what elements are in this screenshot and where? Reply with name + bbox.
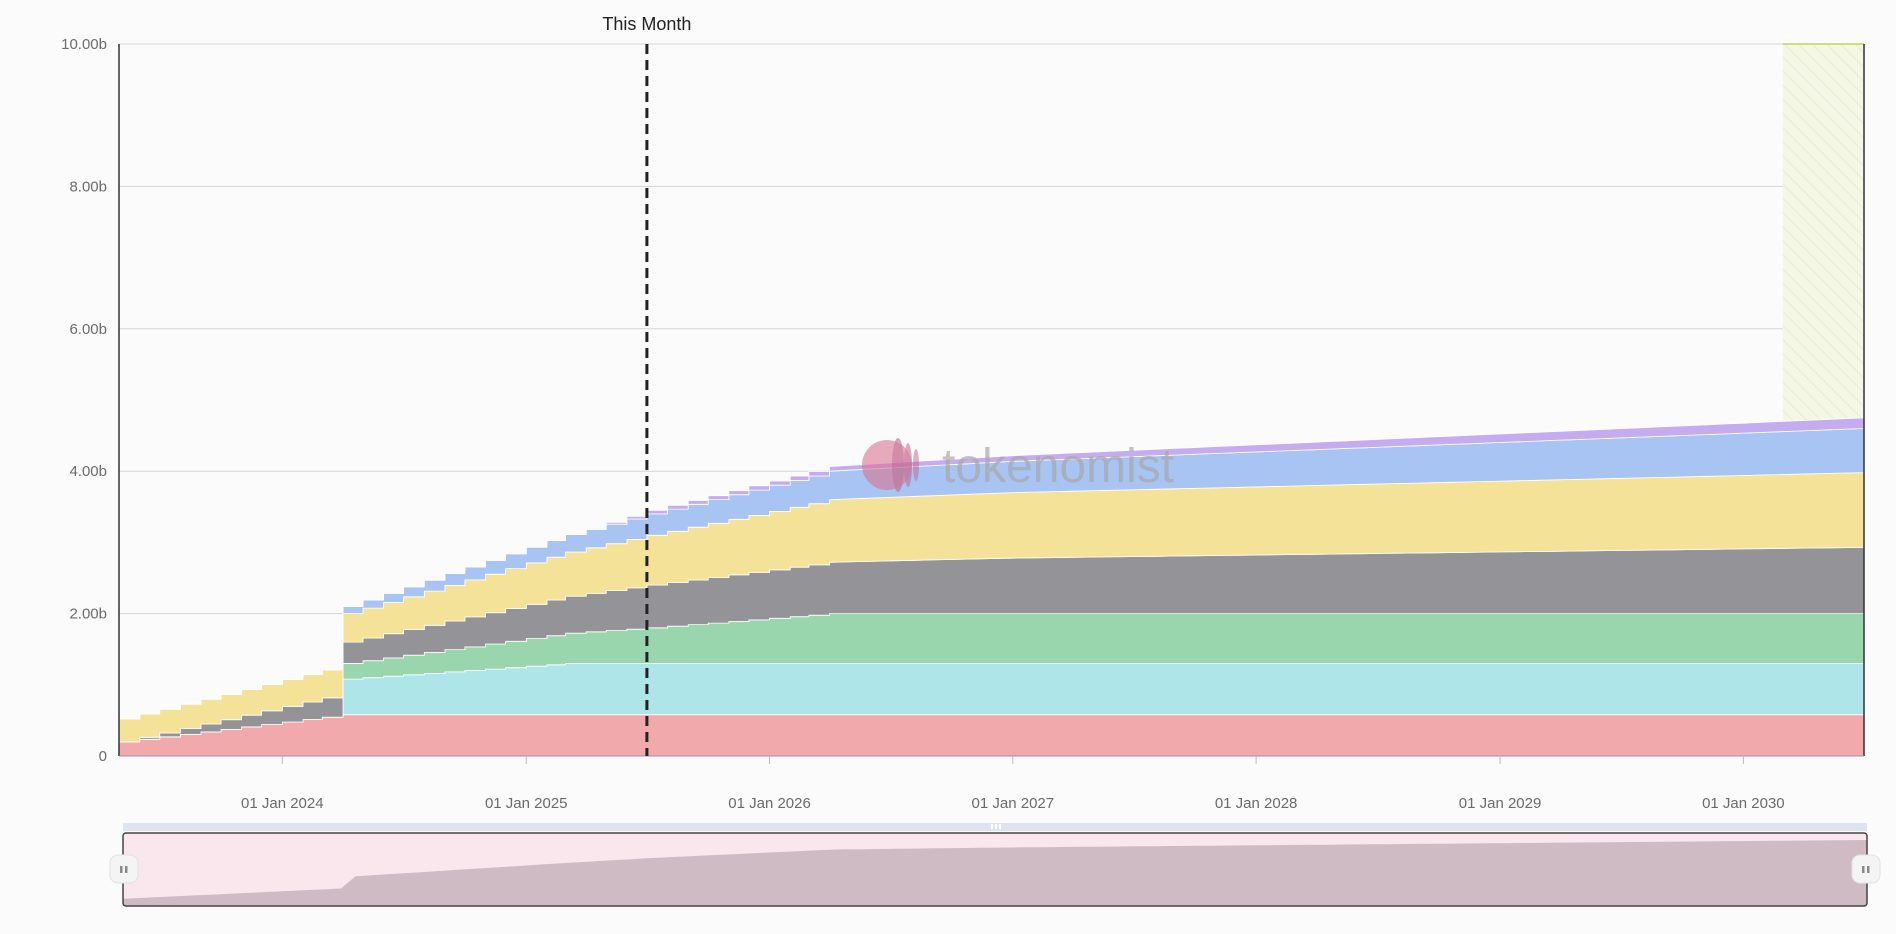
navigator-drag-grip-icon[interactable] [991,824,1001,829]
y-tick-label: 4.00b [69,463,107,480]
navigator-left-handle[interactable] [109,854,139,884]
y-tick-label: 8.00b [69,178,107,195]
x-tick-label: 01 Jan 2029 [1459,795,1542,812]
stacked-areas [119,417,1865,756]
x-tick-label: 01 Jan 2024 [241,795,324,812]
y-tick-label: 2.00b [69,606,107,623]
y-tick-labels: 0 2.00b 4.00b 6.00b 8.00b 10.00b [61,36,107,765]
y-tick-label: 0 [99,748,107,765]
x-tick-label: 01 Jan 2025 [485,795,568,812]
y-tick-label: 6.00b [69,321,107,338]
x-tick-label: 01 Jan 2030 [1702,795,1785,812]
x-tick-label: 01 Jan 2026 [728,795,811,812]
watermark-text: tokenomist [942,440,1174,493]
x-tick-label: 01 Jan 2028 [1215,795,1298,812]
series-area-1[interactable] [119,714,1865,756]
annotations: This Month [602,14,691,756]
tokenomist-logo-icon [862,438,919,492]
watermark: tokenomist [862,438,1174,493]
navigator-series-preview [123,840,1867,906]
range-navigator[interactable] [109,823,1881,907]
y-tick-label: 10.00b [61,36,107,53]
x-tick-label: 01 Jan 2027 [972,795,1055,812]
x-tick-labels: 01 Jan 2024 01 Jan 2025 01 Jan 2026 01 Jan … [241,756,1785,812]
navigator-right-handle[interactable] [1851,854,1881,884]
this-month-label: This Month [602,14,691,34]
axes [118,44,1865,757]
